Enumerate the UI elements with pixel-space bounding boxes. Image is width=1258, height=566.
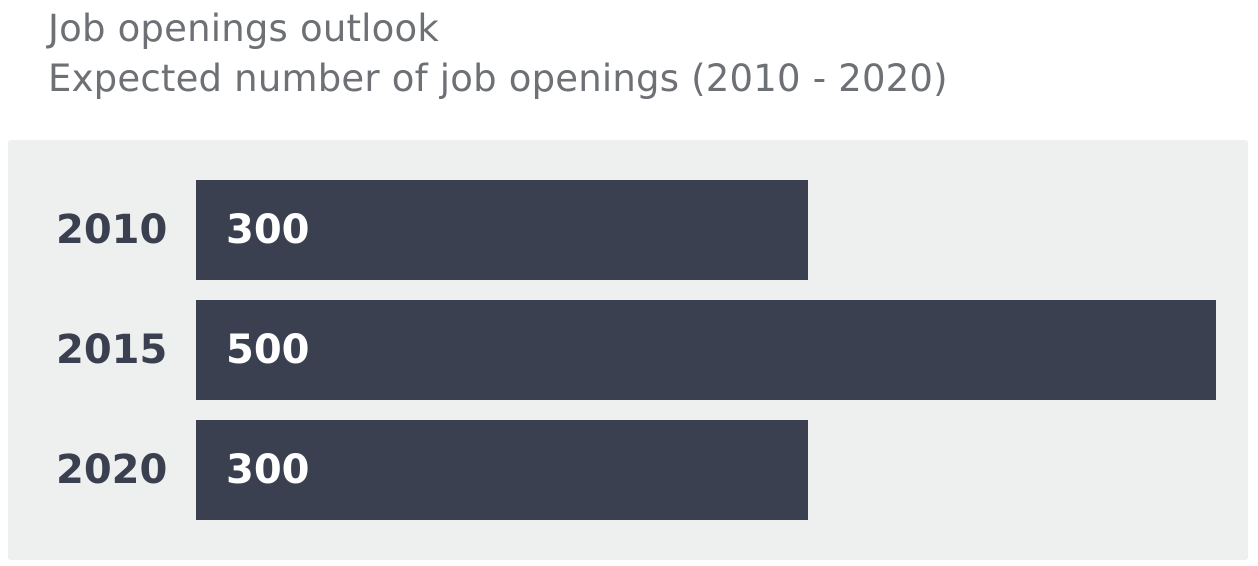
chart-panel: 2010 300 2015 500 2020 300 (8, 140, 1248, 560)
category-label-2020: 2020 (56, 447, 168, 493)
bar-2020: 300 (196, 420, 808, 520)
category-label-2015: 2015 (56, 327, 168, 373)
category-label-2010: 2010 (56, 207, 168, 253)
chart-header: Job openings outlook Expected number of … (48, 4, 948, 104)
bar-2010: 300 (196, 180, 808, 280)
bar-2015: 500 (196, 300, 1216, 400)
bar-value-2020: 300 (226, 447, 310, 493)
bar-value-2010: 300 (226, 207, 310, 253)
chart-title: Job openings outlook (48, 7, 439, 50)
bar-value-2015: 500 (226, 327, 310, 373)
chart-subtitle: Expected number of job openings (2010 - … (48, 57, 948, 100)
